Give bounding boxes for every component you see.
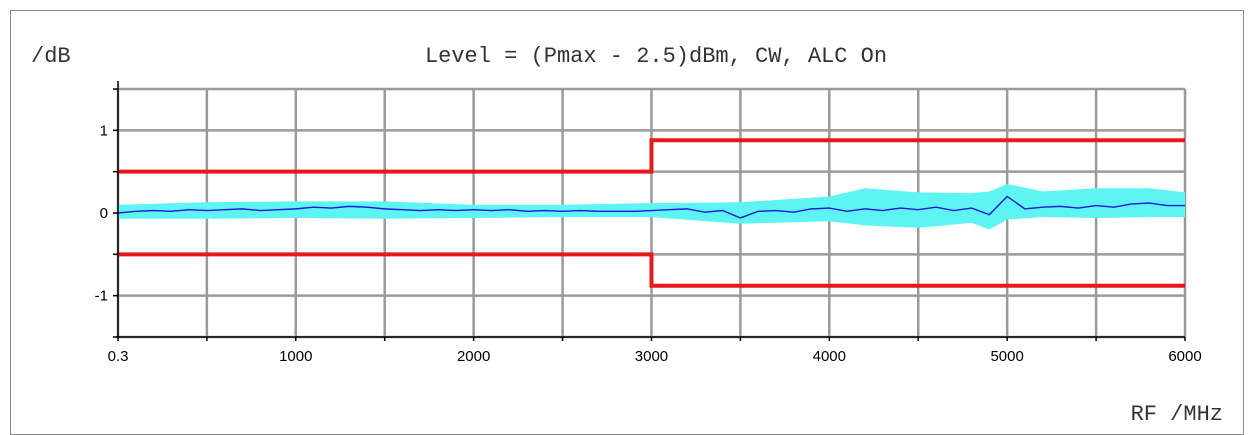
tick-labels: 1 0 -1 0.3 1000 2000 3000 4000 5000 6000 [95,122,1202,365]
limit-line [118,252,1185,288]
y-tick-label: 0 [100,205,108,222]
limit-line [118,138,1185,174]
x-tick-label: 1000 [279,348,312,365]
chart: /dB Level = (Pmax - 2.5)dBm, CW, ALC On … [31,44,1223,427]
x-tick-label: 3000 [635,348,668,365]
y-tick-label: -1 [95,288,108,305]
series-layer [117,138,1185,288]
x-tick-label: 6000 [1168,348,1201,365]
x-tick-label: 0.3 [108,348,129,365]
y-axis-label: /dB [31,44,71,69]
measurement-line [117,195,1185,219]
y-tick-label: 1 [100,122,108,139]
chart-title: Level = (Pmax - 2.5)dBm, CW, ALC On [425,44,887,69]
x-tick-label: 5000 [990,348,1023,365]
axes [113,81,1186,341]
x-tick-label: 2000 [457,348,490,365]
x-axis-label: RF /MHz [1131,402,1223,427]
chart-frame: /dB Level = (Pmax - 2.5)dBm, CW, ALC On … [10,10,1244,435]
tolerance-band [118,184,1185,230]
x-tick-label: 4000 [813,348,846,365]
